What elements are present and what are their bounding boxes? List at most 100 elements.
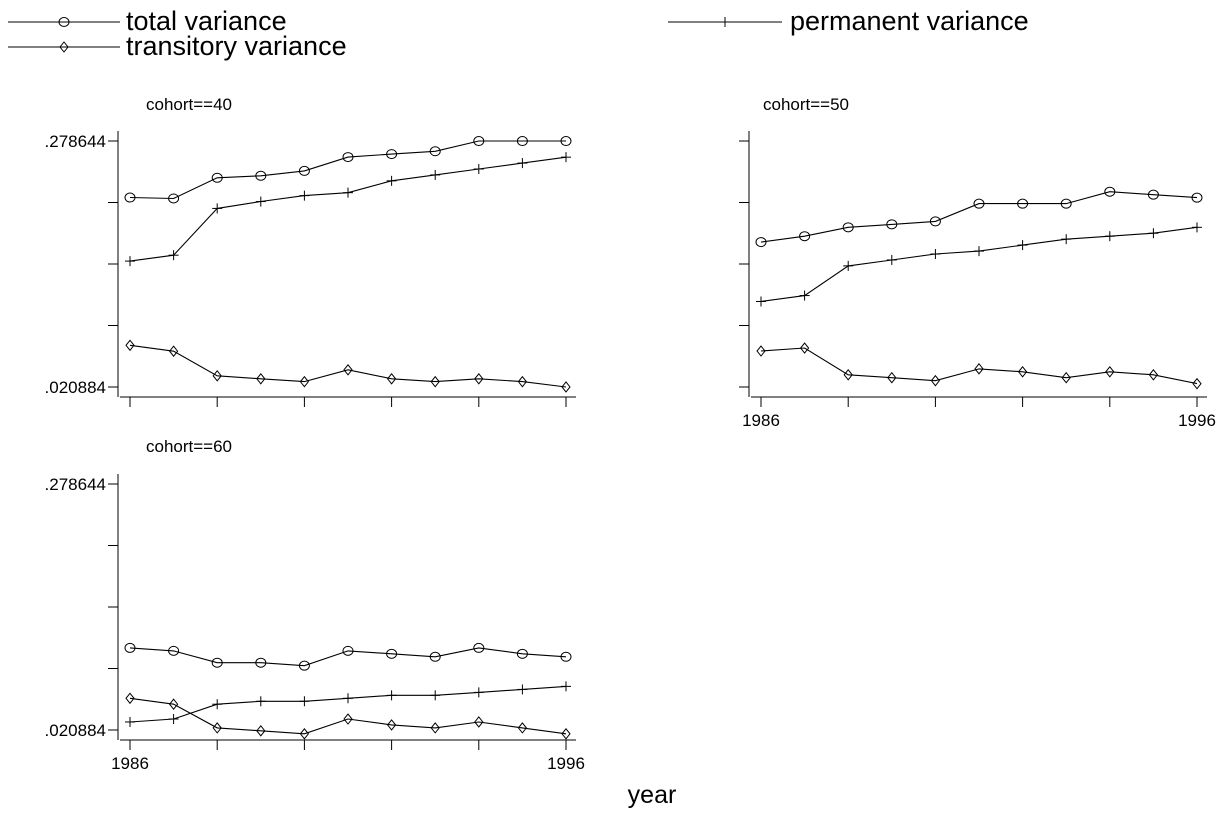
point-total-variance — [1104, 186, 1116, 197]
x-tick-label-first: 1986 — [111, 754, 149, 773]
point-transitory-variance — [299, 728, 310, 740]
point-transitory-variance — [256, 372, 266, 385]
panel-cohort-60: cohort==60 .278644 .020884 1986 1996 — [45, 437, 585, 773]
legend-label-transitory-variance: transitory variance — [126, 31, 347, 61]
point-permanent-variance — [473, 687, 484, 698]
point-total-variance — [973, 198, 985, 209]
series-line-total-variance — [129, 140, 566, 200]
point-permanent-variance — [299, 190, 310, 201]
point-permanent-variance — [255, 196, 266, 207]
series-transitory-variance — [756, 342, 1202, 390]
point-transitory-variance — [430, 375, 440, 388]
point-transitory-variance — [756, 345, 766, 357]
point-transitory-variance — [474, 372, 484, 385]
legend-marker-transitory-variance — [59, 41, 69, 53]
point-permanent-variance — [1017, 240, 1028, 251]
point-permanent-variance — [1148, 228, 1159, 239]
series-line-transitory-variance — [129, 697, 567, 735]
x-tick-label-last: 1996 — [547, 754, 585, 773]
point-total-variance — [429, 651, 441, 662]
series-line-transitory-variance — [129, 344, 567, 388]
point-permanent-variance — [125, 716, 135, 727]
point-total-variance — [929, 216, 941, 227]
point-transitory-variance — [299, 375, 310, 388]
point-transitory-variance — [386, 372, 397, 385]
point-transitory-variance — [168, 698, 179, 711]
point-total-variance — [429, 146, 441, 157]
legend-label-total-variance: total variance — [126, 6, 287, 36]
point-total-variance — [386, 149, 398, 160]
point-total-variance — [560, 136, 572, 147]
series-permanent-variance — [125, 681, 571, 727]
point-total-variance — [211, 657, 223, 668]
point-permanent-variance — [561, 152, 571, 163]
series-line-total-variance — [129, 647, 567, 667]
legend-item-total-variance: total variance — [8, 6, 287, 36]
point-total-variance — [255, 170, 267, 181]
panel-cohort-50: cohort==50 1986 1996 — [739, 95, 1216, 430]
point-permanent-variance — [255, 696, 266, 707]
point-total-variance — [386, 648, 398, 659]
point-permanent-variance — [1104, 231, 1115, 242]
legend-marker-permanent-variance — [720, 17, 730, 27]
series-line-permanent-variance — [129, 156, 567, 262]
point-transitory-variance — [561, 381, 571, 393]
point-permanent-variance — [430, 169, 441, 180]
x-axis-label: year — [628, 781, 677, 809]
legend-item-transitory-variance: transitory variance — [8, 31, 347, 61]
y-tick-label-top: .278644 — [45, 475, 106, 494]
point-permanent-variance — [386, 175, 397, 186]
point-transitory-variance — [1192, 377, 1202, 390]
point-transitory-variance — [343, 713, 353, 725]
point-permanent-variance — [168, 714, 179, 725]
series-line-permanent-variance — [760, 226, 1198, 303]
point-permanent-variance — [212, 699, 223, 710]
series-total-variance — [124, 642, 572, 671]
point-transitory-variance — [168, 345, 179, 357]
point-total-variance — [168, 645, 180, 656]
point-transitory-variance — [1061, 371, 1071, 384]
point-transitory-variance — [212, 370, 222, 382]
y-tick-label-top: .278644 — [45, 132, 106, 151]
series-line-transitory-variance — [760, 347, 1198, 385]
point-total-variance — [298, 660, 310, 671]
panel-title: cohort==60 — [146, 437, 232, 456]
point-permanent-variance — [212, 203, 223, 214]
point-transitory-variance — [843, 368, 853, 381]
point-permanent-variance — [1061, 234, 1072, 245]
point-transitory-variance — [125, 692, 135, 705]
point-permanent-variance — [561, 681, 571, 692]
point-total-variance — [168, 193, 180, 204]
series-transitory-variance — [125, 339, 571, 393]
series-permanent-variance — [756, 222, 1202, 307]
series-permanent-variance — [125, 152, 571, 267]
point-permanent-variance — [930, 249, 941, 260]
point-total-variance — [886, 219, 898, 230]
legend-label-permanent-variance: permanent variance — [790, 6, 1029, 36]
point-permanent-variance — [168, 250, 179, 261]
point-total-variance — [255, 657, 267, 668]
point-total-variance — [1017, 198, 1029, 209]
point-total-variance — [1191, 192, 1203, 203]
point-total-variance — [799, 231, 811, 242]
point-permanent-variance — [799, 290, 810, 301]
point-permanent-variance — [517, 684, 528, 695]
panel-title: cohort==50 — [763, 95, 849, 114]
panels: cohort==40 .278644 .020884 cohort==50 1986 19… — [45, 95, 1216, 773]
point-transitory-variance — [1148, 368, 1159, 381]
y-tick-label-bottom: .020884 — [45, 378, 106, 397]
point-transitory-variance — [1017, 366, 1028, 378]
point-permanent-variance — [343, 693, 353, 704]
point-permanent-variance — [517, 158, 528, 169]
point-transitory-variance — [799, 342, 810, 354]
point-permanent-variance — [974, 246, 984, 257]
point-transitory-variance — [561, 728, 571, 740]
point-transitory-variance — [1105, 366, 1115, 378]
point-transitory-variance — [386, 719, 397, 731]
point-total-variance — [842, 222, 854, 233]
point-transitory-variance — [256, 725, 266, 737]
point-total-variance — [124, 642, 136, 653]
legend-item-permanent-variance: permanent variance — [668, 6, 1029, 36]
legend-marker-total-variance — [58, 17, 70, 27]
